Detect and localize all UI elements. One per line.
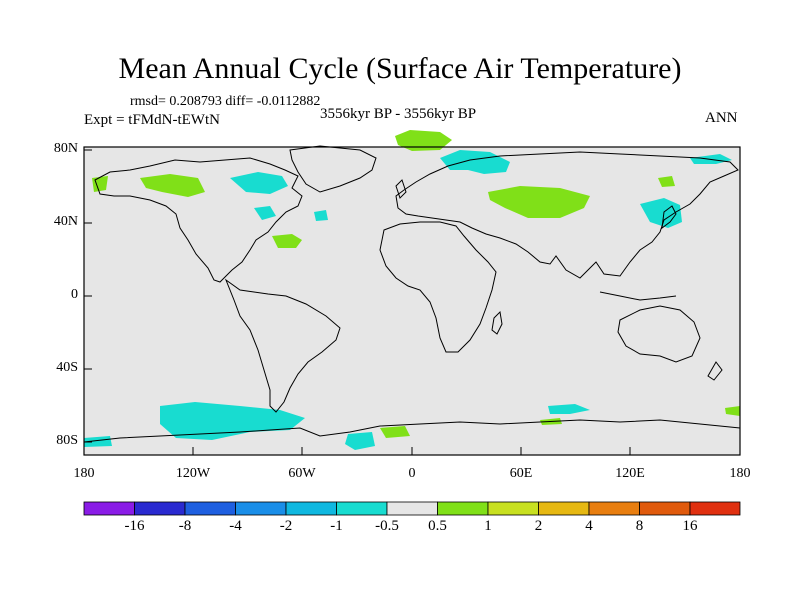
anomaly-patch bbox=[395, 130, 452, 151]
lon-label-120e: 120E bbox=[615, 466, 645, 481]
anomaly-patch bbox=[548, 404, 590, 414]
lon-label-60w: 60W bbox=[288, 466, 316, 481]
colorbar-label: -1 bbox=[330, 518, 343, 534]
coastline-japan bbox=[661, 205, 677, 230]
lon-label-180e: 180 bbox=[729, 466, 751, 481]
colorbar-label: -8 bbox=[178, 518, 192, 534]
experiment-label: Expt = tFMdN-tEWtN bbox=[84, 112, 220, 128]
colorbar-label: 1 bbox=[484, 518, 492, 534]
lon-label-60e: 60E bbox=[509, 466, 533, 481]
coastline-eurasia bbox=[395, 151, 739, 279]
map-title: Mean Annual Cycle (Surface Air Temperatu… bbox=[118, 52, 682, 85]
coastline-greenland bbox=[289, 145, 377, 193]
colorbar-box-5 bbox=[336, 501, 388, 516]
lat-label-0: 0 bbox=[71, 287, 78, 302]
colorbar-box-3 bbox=[235, 501, 287, 516]
anomaly-patch bbox=[725, 406, 740, 416]
lon-label-120w: 120W bbox=[175, 466, 211, 481]
coastline-madagascar bbox=[491, 310, 503, 335]
lat-label-40n: 40N bbox=[53, 214, 78, 229]
lon-label-180w: 180 bbox=[73, 466, 95, 481]
colorbar-label: 4 bbox=[585, 518, 593, 534]
colorbar-label: -4 bbox=[229, 518, 242, 534]
lat-label-80s: 80S bbox=[56, 433, 78, 448]
colorbar-box-8 bbox=[487, 501, 539, 516]
coastline-indonesia bbox=[599, 291, 677, 301]
colorbar-box-4 bbox=[285, 501, 337, 516]
colorbar-box-7 bbox=[437, 501, 489, 516]
anomaly-patch bbox=[380, 426, 410, 438]
colorbar-box-11 bbox=[639, 501, 691, 516]
anomaly-patch bbox=[272, 234, 302, 248]
anomaly-patch bbox=[440, 150, 510, 174]
coastline-australia bbox=[617, 305, 701, 363]
colorbar-box-9 bbox=[538, 501, 590, 516]
anomaly-patches bbox=[84, 130, 740, 450]
anomaly-patch bbox=[488, 186, 590, 218]
colorbar-box-10 bbox=[588, 501, 640, 516]
colorbar-label: -0.5 bbox=[375, 518, 399, 534]
lon-label-0: 0 bbox=[408, 466, 416, 481]
coastline-new-zealand bbox=[707, 361, 723, 381]
coastline-south-america bbox=[224, 278, 341, 413]
anomaly-patch bbox=[92, 176, 108, 192]
anomaly-patch bbox=[140, 174, 205, 197]
anomaly-patch bbox=[345, 432, 375, 450]
colorbar-label: -2 bbox=[279, 518, 293, 534]
coastline-antarctica bbox=[83, 419, 741, 443]
anomaly-patch bbox=[84, 436, 112, 447]
colorbar-box-2 bbox=[184, 501, 236, 516]
coastline-uk bbox=[395, 179, 407, 199]
tick-marks-longitude bbox=[83, 447, 741, 455]
colorbar-box-1 bbox=[134, 501, 186, 516]
colorbar-box-6 bbox=[386, 501, 438, 516]
colorbar-label: 8 bbox=[635, 518, 644, 534]
colorbar-label: 16 bbox=[682, 518, 698, 534]
anomaly-patch bbox=[254, 206, 276, 220]
axis-ticks bbox=[83, 149, 741, 455]
tick-marks-latitude bbox=[84, 149, 92, 443]
coastline-africa bbox=[379, 221, 497, 353]
coastline-north-america bbox=[94, 157, 303, 283]
lat-label-40s: 40S bbox=[56, 360, 78, 375]
period-label: 3556kyr BP - 3556kyr BP bbox=[320, 106, 477, 122]
lat-label-80n: 80N bbox=[53, 141, 78, 156]
colorbar-box-0 bbox=[83, 501, 135, 516]
anomaly-patch bbox=[314, 210, 328, 221]
colorbar-label: 2 bbox=[534, 518, 543, 534]
colorbar bbox=[83, 501, 741, 516]
season-label: ANN bbox=[705, 110, 738, 126]
stats-text: rmsd= 0.208793 diff= -0.0112882 bbox=[130, 94, 321, 109]
coastlines bbox=[83, 145, 741, 443]
anomaly-patch bbox=[230, 172, 288, 194]
anomaly-patch bbox=[658, 176, 675, 187]
colorbar-label: 0.5 bbox=[428, 518, 447, 534]
colorbar-label: -16 bbox=[124, 518, 145, 534]
colorbar-box-12 bbox=[689, 501, 741, 516]
